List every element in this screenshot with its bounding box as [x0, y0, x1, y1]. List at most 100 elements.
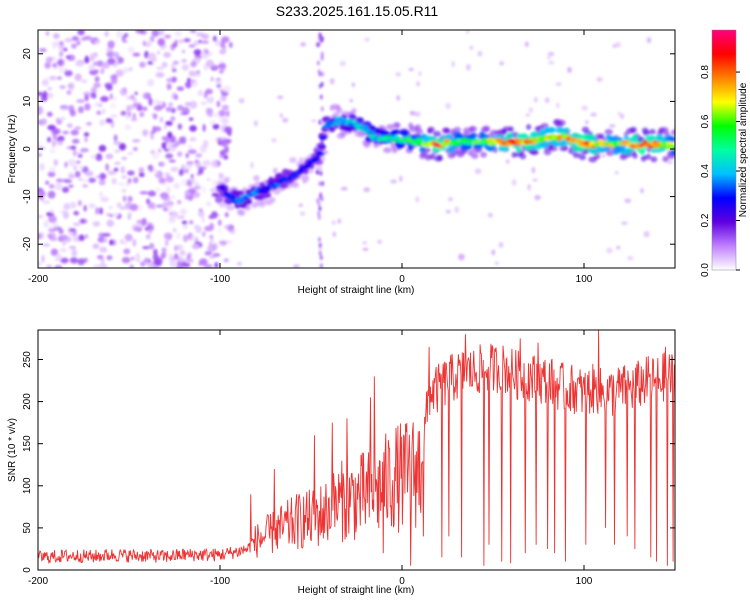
noise-blob — [139, 191, 149, 195]
noise-blob — [80, 147, 89, 153]
noise-blob — [202, 186, 206, 194]
noise-blob — [42, 243, 51, 247]
noise-blob — [487, 212, 493, 218]
ridge-blob — [649, 135, 655, 142]
noise-blob — [339, 60, 346, 67]
noise-blob — [208, 255, 217, 259]
noise-blob — [127, 170, 135, 176]
noise-blob — [83, 35, 92, 41]
noise-blob — [469, 45, 474, 50]
noise-blob — [161, 247, 167, 252]
noise-blob — [77, 165, 84, 170]
noise-blob — [142, 92, 150, 100]
ridge-blob — [264, 192, 272, 199]
noise-blob — [390, 179, 397, 184]
noise-blob — [69, 257, 79, 264]
noise-blob — [45, 56, 53, 64]
noise-blob — [83, 204, 87, 212]
noise-blob — [198, 210, 205, 218]
noise-blob — [229, 229, 236, 235]
noise-blob — [181, 262, 191, 268]
noise-blob — [39, 163, 45, 171]
noise-blob — [83, 257, 88, 263]
noise-blob — [300, 211, 306, 216]
ridge-blob — [317, 144, 327, 149]
noise-blob — [69, 231, 74, 237]
noise-blob — [47, 92, 54, 99]
noise-blob — [317, 35, 321, 41]
noise-blob — [188, 117, 194, 121]
noise-blob — [48, 235, 53, 239]
ridge-blob — [579, 154, 586, 161]
ridge-blob — [549, 145, 558, 152]
noise-blob — [534, 96, 538, 103]
noise-blob — [139, 62, 146, 68]
noise-blob — [147, 190, 157, 197]
noise-blob — [53, 33, 60, 39]
ridge-blob — [658, 145, 664, 150]
noise-blob — [99, 119, 106, 126]
noise-blob — [173, 182, 180, 189]
noise-blob — [181, 64, 190, 71]
noise-blob — [52, 128, 61, 135]
noise-blob — [195, 70, 201, 74]
noise-blob — [160, 254, 164, 260]
noise-blob — [84, 136, 88, 143]
noise-blob — [118, 142, 127, 151]
noise-blob — [218, 109, 226, 117]
noise-blob — [317, 236, 321, 242]
noise-blob — [189, 125, 197, 132]
noise-blob — [596, 77, 603, 82]
noise-blob — [127, 46, 135, 54]
noise-blob — [609, 124, 616, 128]
ridge-blob — [292, 182, 300, 189]
noise-blob — [94, 101, 100, 108]
ridge-blob — [298, 157, 305, 164]
noise-blob — [127, 195, 133, 203]
noise-blob — [180, 112, 189, 116]
noise-blob — [318, 206, 322, 212]
noise-blob — [77, 258, 85, 266]
noise-blob — [205, 107, 214, 114]
noise-blob — [164, 239, 169, 247]
noise-blob — [176, 86, 185, 91]
noise-blob — [125, 112, 129, 121]
noise-blob — [38, 261, 42, 267]
noise-blob — [395, 72, 401, 77]
colorbar-frame — [711, 29, 737, 271]
noise-blob — [155, 72, 165, 78]
noise-blob — [525, 113, 531, 117]
noise-blob — [219, 150, 226, 157]
noise-blob — [53, 61, 59, 70]
noise-blob — [165, 121, 173, 126]
ridge-blob — [436, 154, 443, 161]
noise-blob — [465, 63, 471, 71]
noise-blob — [94, 76, 100, 83]
noise-blob — [54, 182, 63, 191]
noise-blob — [418, 71, 422, 77]
noise-blob — [202, 231, 206, 237]
noise-blob — [120, 110, 127, 116]
noise-blob — [152, 125, 157, 134]
ridge-blob — [528, 137, 535, 142]
noise-blob — [136, 105, 143, 111]
noise-blob — [317, 211, 321, 217]
noise-blob — [187, 144, 193, 149]
noise-blob — [184, 101, 191, 107]
noise-blob — [51, 41, 60, 47]
ridge-blob — [643, 130, 651, 137]
snr-y-ticks: 0 50 100 150 200 250 — [22, 351, 675, 573]
noise-blob — [106, 50, 115, 58]
noise-blob — [77, 154, 83, 158]
ridge-blob — [289, 156, 297, 163]
noise-blob — [94, 40, 101, 45]
noise-blob — [208, 241, 213, 248]
noise-blob — [121, 156, 128, 161]
noise-blob — [124, 124, 132, 130]
noise-blob — [59, 65, 64, 74]
x-tick-label: -200 — [28, 576, 48, 587]
noise-blob — [43, 220, 50, 228]
noise-blob — [206, 177, 211, 182]
noise-blob — [165, 176, 174, 183]
noise-blob — [215, 80, 223, 85]
